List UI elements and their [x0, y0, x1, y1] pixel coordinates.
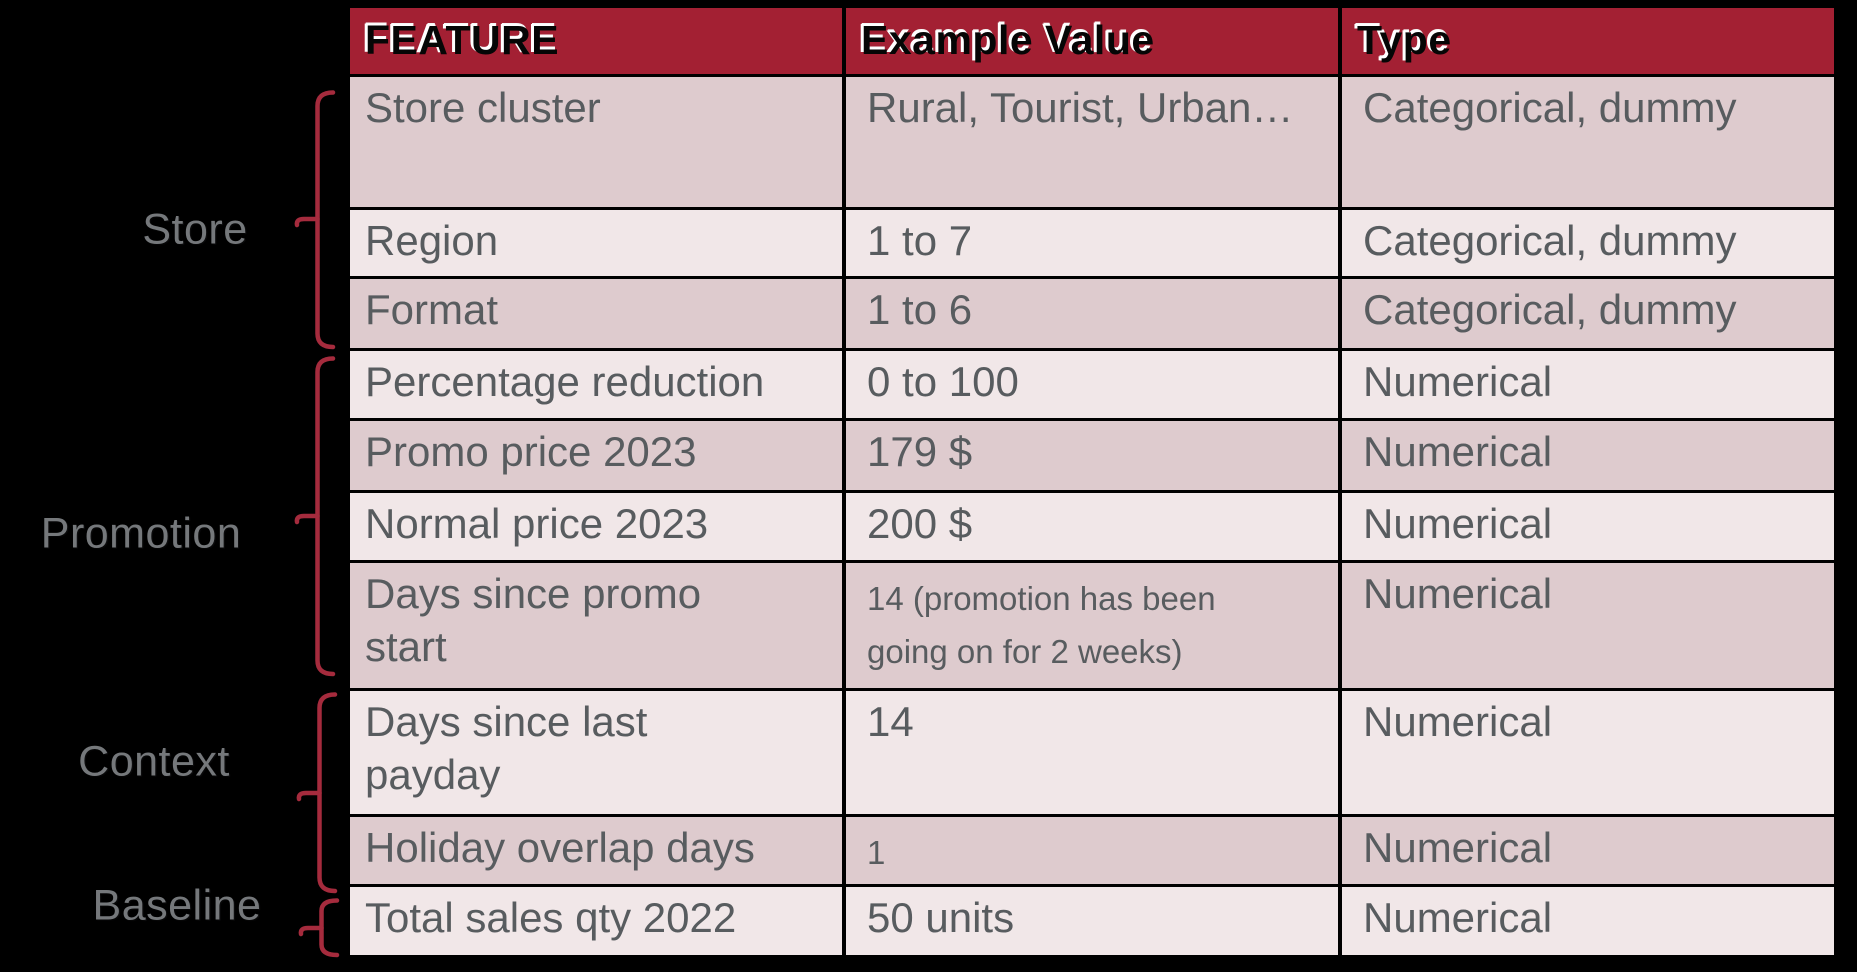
- type-cell: Numerical: [1342, 563, 1834, 688]
- group-label-baseline: Baseline: [92, 881, 262, 930]
- column-header-feature: FEATURE: [350, 8, 842, 74]
- feature-cell: Format: [350, 279, 842, 348]
- value-cell: 0 to 100: [846, 351, 1338, 418]
- type-cell: Categorical, dummy: [1342, 210, 1834, 276]
- value-cell: 179 $: [846, 421, 1338, 490]
- value-cell: 50 units: [846, 887, 1338, 955]
- feature-cell: Days since last payday: [350, 691, 842, 814]
- value-cell: 1: [846, 817, 1338, 884]
- type-cell: Categorical, dummy: [1342, 279, 1834, 348]
- baseline-brace: [298, 898, 340, 958]
- type-cell: Numerical: [1342, 351, 1834, 418]
- value-cell: 1 to 7: [846, 210, 1338, 276]
- feature-cell: Days since promo start: [350, 563, 842, 688]
- column-header-type: Type: [1342, 8, 1834, 74]
- store-brace: [294, 90, 336, 350]
- value-cell: 14 (promotion has been going on for 2 we…: [846, 563, 1338, 688]
- type-cell: Categorical, dummy: [1342, 77, 1834, 207]
- type-cell: Numerical: [1342, 421, 1834, 490]
- value-cell: Rural, Tourist, Urban…: [846, 77, 1338, 207]
- feature-table: FEATURE Example Value Type Store cluster…: [350, 8, 1834, 955]
- context-brace: [296, 692, 338, 894]
- feature-cell: Holiday overlap days: [350, 817, 842, 884]
- type-cell: Numerical: [1342, 817, 1834, 884]
- feature-cell: Total sales qty 2022: [350, 887, 842, 955]
- type-cell: Numerical: [1342, 691, 1834, 814]
- group-label-promotion: Promotion: [40, 509, 242, 558]
- feature-cell: Percentage reduction: [350, 351, 842, 418]
- promotion-brace: [294, 356, 336, 677]
- column-header-example-value: Example Value: [846, 8, 1338, 74]
- group-label-store: Store: [142, 205, 248, 254]
- value-cell: 1 to 6: [846, 279, 1338, 348]
- feature-cell: Region: [350, 210, 842, 276]
- feature-cell: Promo price 2023: [350, 421, 842, 490]
- value-cell: 200 $: [846, 493, 1338, 560]
- type-cell: Numerical: [1342, 493, 1834, 560]
- value-cell: 14: [846, 691, 1338, 814]
- type-cell: Numerical: [1342, 887, 1834, 955]
- group-label-context: Context: [78, 737, 230, 786]
- feature-cell: Normal price 2023: [350, 493, 842, 560]
- feature-cell: Store cluster: [350, 77, 842, 207]
